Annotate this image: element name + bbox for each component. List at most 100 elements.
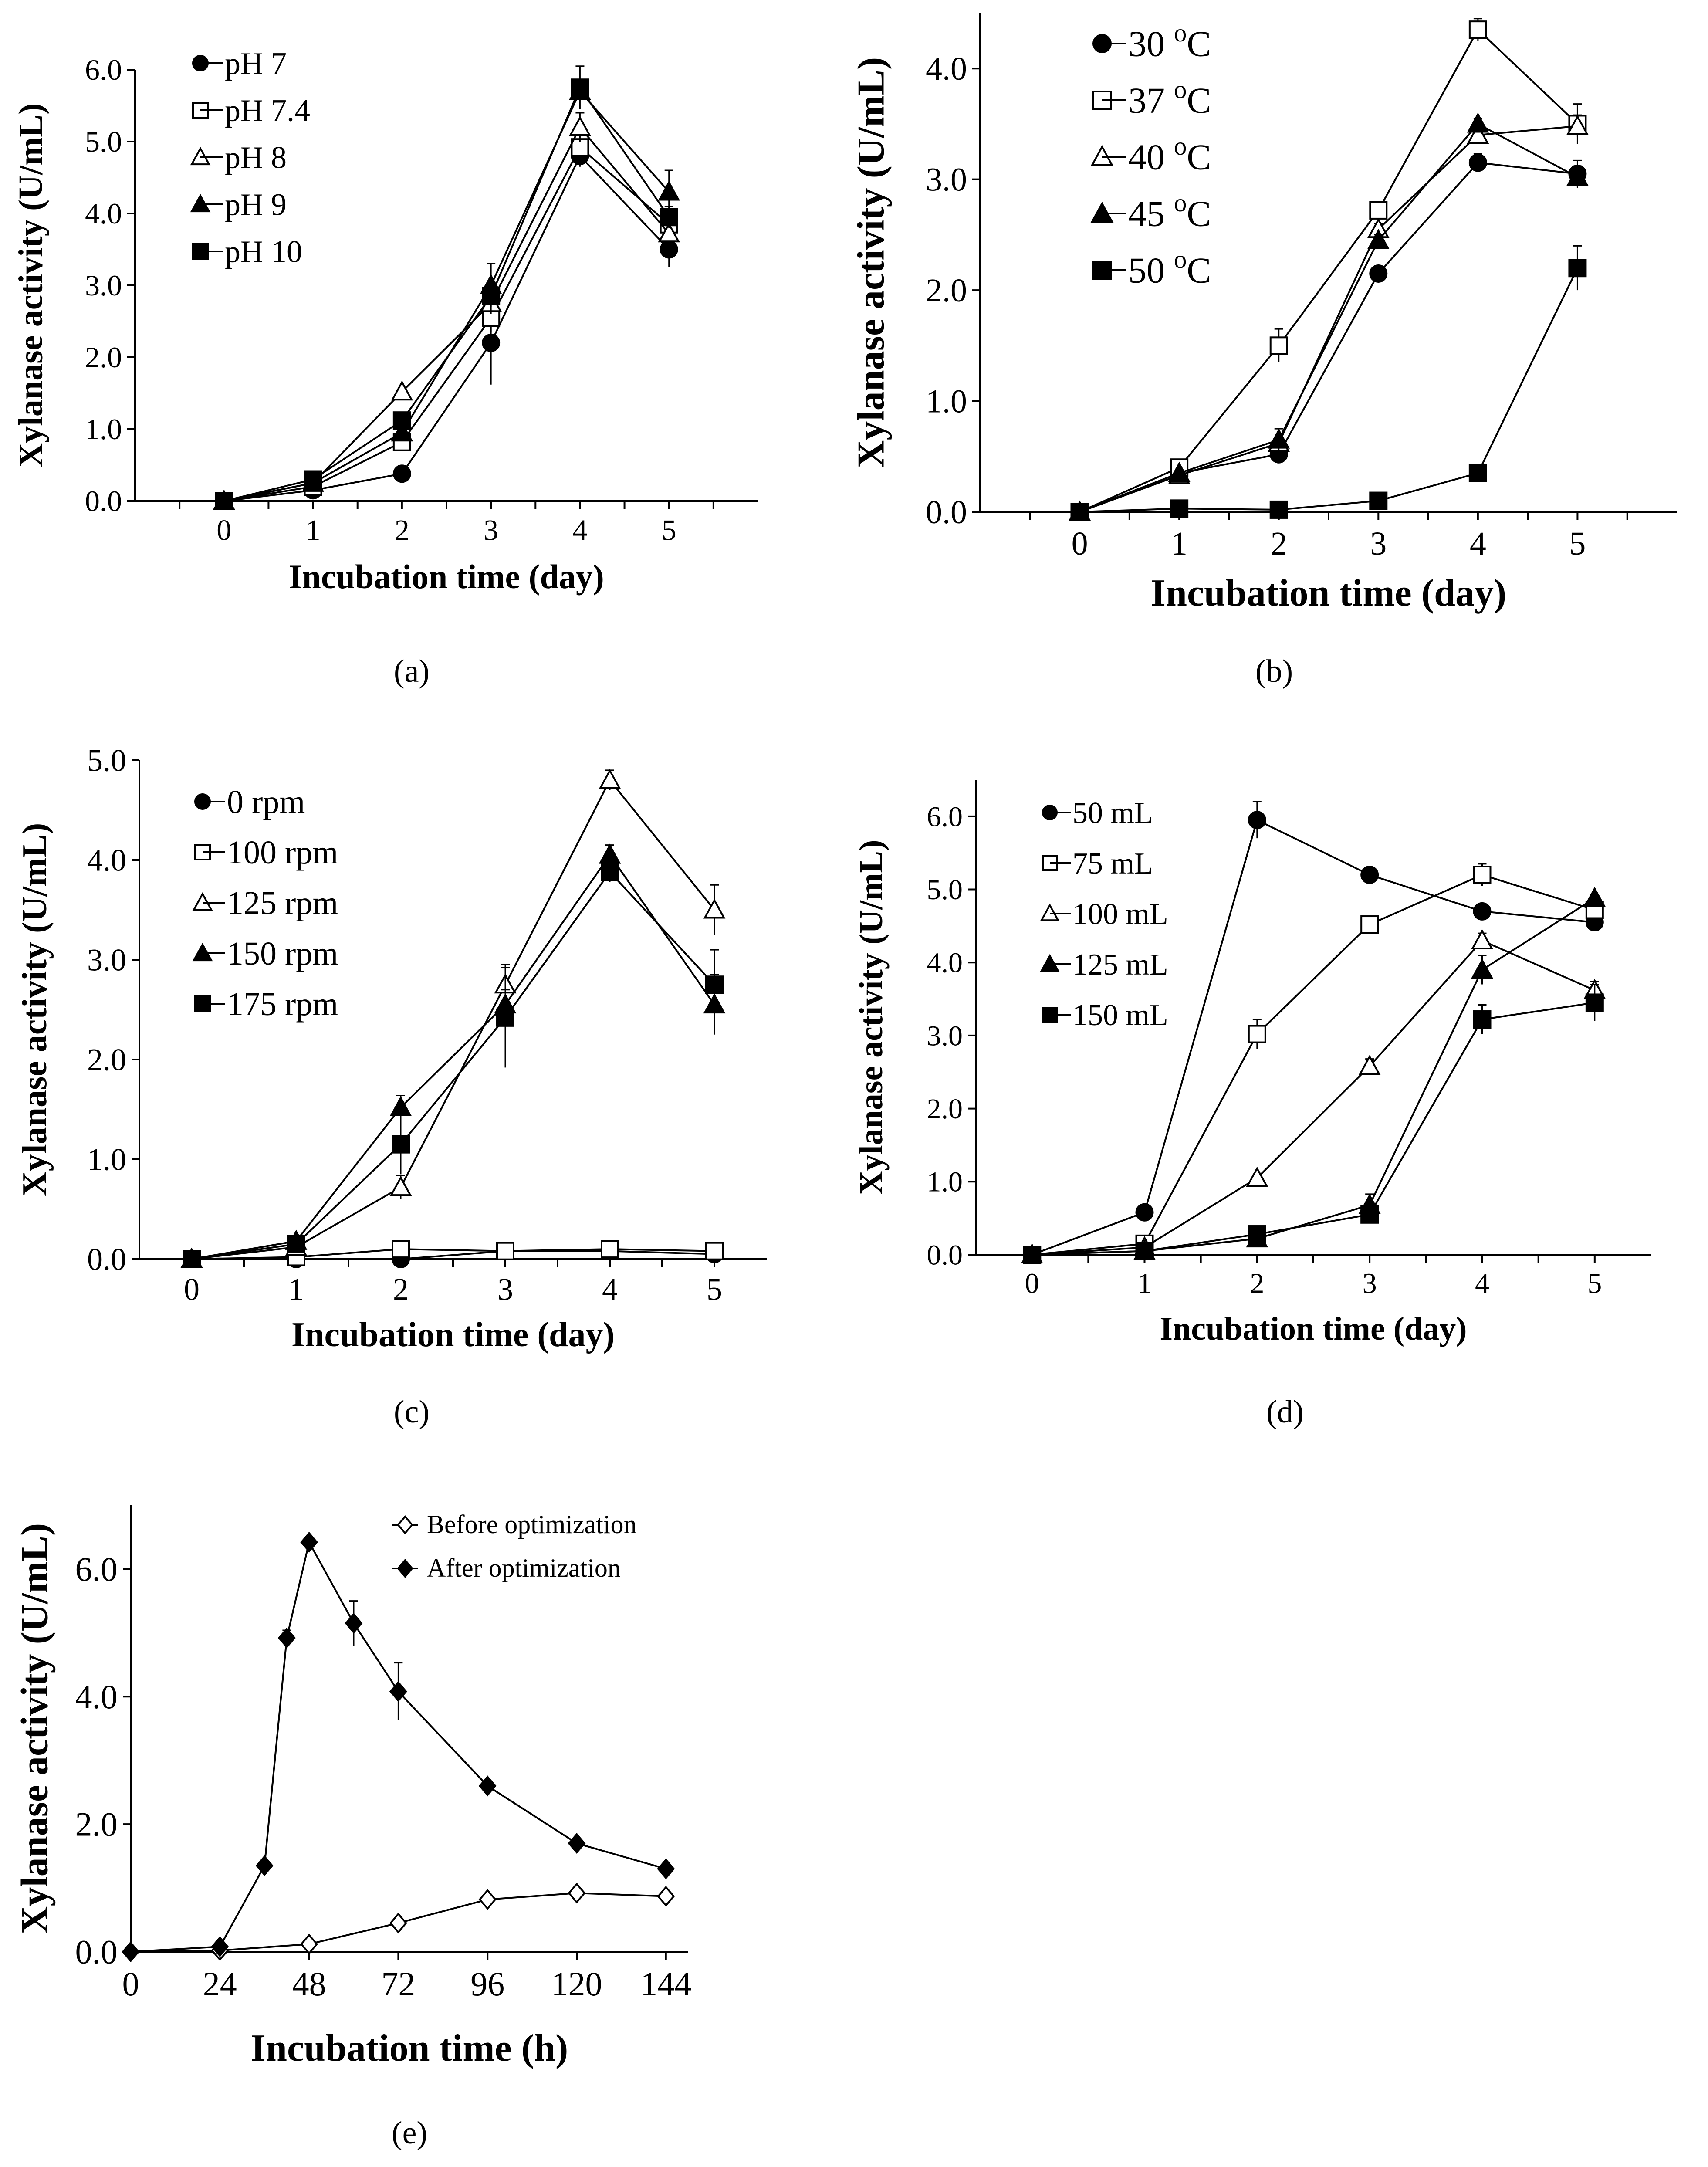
- legend-item-0-rpm: 0 rpm: [194, 784, 305, 820]
- legend-item-50-oc: 50 oC: [1092, 245, 1211, 291]
- data-point: [658, 180, 680, 201]
- data-point: [1471, 929, 1493, 949]
- data-point: [496, 1242, 514, 1260]
- data-point: [660, 208, 678, 227]
- legend-item-ph-8: pH 8: [190, 140, 287, 175]
- x-tick-label: 5: [1587, 1267, 1602, 1299]
- data-point: [1360, 1205, 1379, 1224]
- legend-item-after-optimization: After optimization: [392, 1554, 621, 1582]
- legend-label: 150 mL: [1072, 999, 1168, 1032]
- legend-marker: [397, 1515, 413, 1535]
- x-tick-label: 3: [497, 1272, 513, 1307]
- x-tick-label: 5: [707, 1272, 722, 1307]
- data-point: [571, 138, 589, 157]
- legend-label-value: 30: [1128, 24, 1174, 64]
- data-point: [391, 421, 413, 442]
- x-tick-label: 4: [1470, 525, 1486, 562]
- y-tick-label: 0.0: [926, 494, 967, 531]
- legend-label: 75 mL: [1072, 847, 1153, 880]
- legend-label: 40 oC: [1128, 132, 1211, 178]
- data-point: [392, 1135, 410, 1154]
- legend-item-ph-9: pH 9: [190, 187, 287, 222]
- series-line: [130, 1540, 666, 1953]
- x-axis-title: Incubation time (day): [291, 1316, 615, 1354]
- y-tick-label: 2.0: [75, 1805, 118, 1843]
- data-point: [300, 1531, 318, 1553]
- y-tick-label: 3.0: [927, 1020, 963, 1052]
- x-tick-label: 2: [395, 513, 409, 546]
- x-tick-label: 5: [662, 513, 676, 546]
- y-tick-label: 1.0: [927, 1166, 963, 1198]
- y-tick-label: 6.0: [85, 53, 122, 86]
- legend-item-150-ml: 150 mL: [1042, 999, 1168, 1032]
- y-tick-label: 5.0: [85, 125, 122, 158]
- y-tick-label: 2.0: [85, 341, 122, 374]
- y-tick-label: 1.0: [926, 383, 967, 420]
- series-175-rpm: [183, 861, 724, 1268]
- y-tick-label: 2.0: [87, 1042, 126, 1077]
- y-axis-title: Xylanase activity (U/mL): [16, 823, 54, 1197]
- data-point: [1367, 229, 1390, 249]
- y-tick-label: 4.0: [926, 51, 967, 87]
- legend-marker: [397, 1558, 413, 1578]
- y-tick-label: 2.0: [926, 272, 967, 309]
- series-125-ml: [1021, 887, 1606, 1264]
- x-tick-label: 2: [1271, 525, 1287, 562]
- data-point: [571, 78, 589, 97]
- legend-item-100-ml: 100 mL: [1040, 897, 1168, 931]
- series-line: [223, 86, 670, 502]
- legend-label-value: 45: [1128, 194, 1174, 234]
- y-tick-label: 4.0: [85, 197, 122, 230]
- x-tick-label: 3: [1363, 1267, 1377, 1299]
- series-before-optimization: [122, 1883, 675, 1963]
- legend-item-100-rpm: 100 rpm: [194, 834, 338, 871]
- legend-label-value: 40: [1128, 137, 1174, 178]
- legend-label-unit: C: [1187, 137, 1211, 178]
- series-line: [1032, 874, 1595, 1256]
- data-point: [300, 1933, 318, 1955]
- legend-item-ph-7: pH 7: [192, 46, 287, 81]
- data-point: [478, 1889, 497, 1910]
- chart-panel-e: 0.0 2.0 4.0 6.0 0 24 48 72 96 120 144 Incubation ti…: [14, 1505, 691, 2151]
- y-tick-label: 3.0: [926, 162, 967, 198]
- data-point: [1248, 1025, 1266, 1043]
- legend-label: Before optimization: [427, 1510, 637, 1539]
- data-point: [122, 1941, 140, 1963]
- legend-item-125-ml: 125 mL: [1040, 948, 1168, 982]
- x-tick-label: 24: [203, 1965, 237, 2003]
- data-point: [1248, 1225, 1266, 1244]
- series-line: [1032, 939, 1595, 1256]
- x-tick-label: 3: [1370, 525, 1387, 562]
- legend: 0 rpm 100 rpm 125 rpm 150 rpm 175 rpm: [192, 784, 338, 1023]
- x-tick-label: 72: [381, 1965, 415, 2003]
- series-line: [223, 125, 670, 502]
- x-tick-label: 4: [572, 513, 587, 546]
- series-line: [224, 154, 670, 502]
- x-tick-label: 1: [1171, 525, 1187, 562]
- x-tick-label: 0: [1072, 525, 1088, 562]
- data-point: [391, 380, 413, 401]
- data-point: [1467, 123, 1489, 144]
- legend-item-125-rpm: 125 rpm: [192, 885, 338, 921]
- data-point: [1135, 1242, 1154, 1260]
- series-ph-10: [215, 65, 678, 510]
- data-point: [304, 470, 322, 489]
- series-line: [191, 853, 715, 1260]
- data-point: [287, 1235, 305, 1253]
- panel-label: (c): [394, 1394, 430, 1430]
- data-point: [1268, 428, 1290, 449]
- legend-label: 0 rpm: [227, 784, 305, 820]
- data-point: [1246, 1166, 1268, 1187]
- data-point: [392, 464, 411, 483]
- legend-label: 37 oC: [1128, 75, 1211, 121]
- x-tick-label: 144: [640, 1965, 691, 2003]
- data-point: [389, 1681, 407, 1702]
- data-point: [1369, 491, 1388, 510]
- data-point: [1369, 201, 1388, 220]
- x-tick-label: 1: [1137, 1267, 1152, 1299]
- panel-label: (b): [1255, 653, 1293, 689]
- x-axis-title: Incubation time (h): [251, 2027, 568, 2069]
- panel-label: (d): [1266, 1394, 1304, 1430]
